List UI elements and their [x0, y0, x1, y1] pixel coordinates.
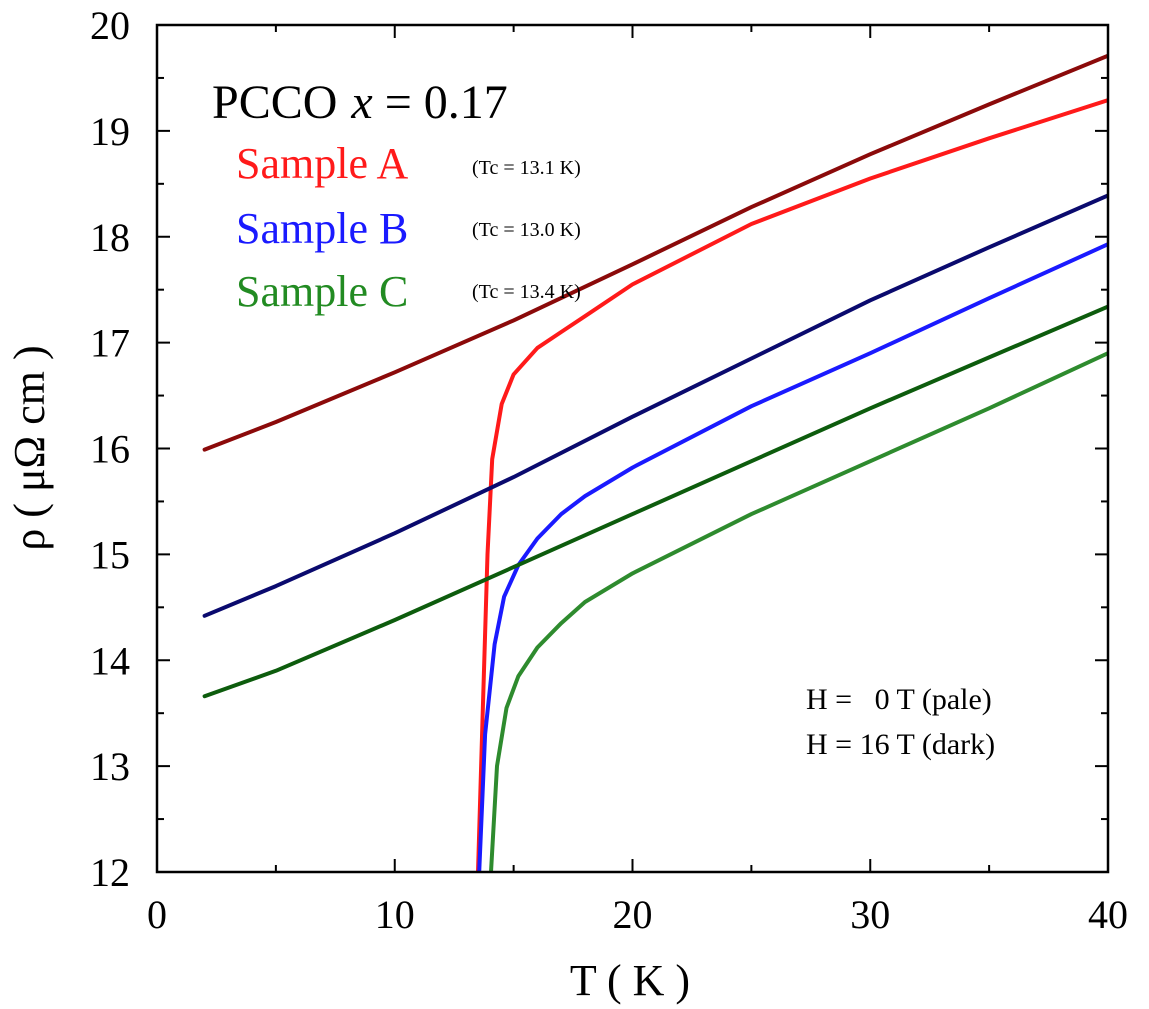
- legend-entry-b-tc: (Tc = 13.0 K): [472, 219, 581, 241]
- tick-labels: 0 10 20 30 40 12 13 14 15 16 17 18 19 20: [90, 3, 1128, 937]
- y-tick-label: 18: [90, 215, 130, 260]
- y-tick-label: 17: [90, 321, 130, 366]
- x-tick-label: 0: [147, 892, 167, 937]
- plot-frame: [155, 23, 1110, 874]
- legend-entry-a-tc: (Tc = 13.1 K): [472, 157, 581, 179]
- y-tick-label: 16: [90, 427, 130, 472]
- x-tick-label: 30: [850, 892, 890, 937]
- field-note-zero: H = 0 T (pale): [806, 683, 992, 716]
- series-line-4: [477, 242, 1108, 872]
- data-series: [202, 53, 1108, 872]
- legend-title: PCCO x = 0.17: [212, 76, 508, 129]
- legend-entry-c-tc: (Tc = 13.4 K): [472, 281, 581, 303]
- legend-entry-a-label: Sample A: [236, 139, 409, 188]
- series-line-6: [489, 351, 1108, 872]
- legend-title-text: PCCO: [212, 76, 337, 129]
- x-axis-title: T ( K ): [570, 956, 690, 1005]
- y-tick-label: 19: [90, 109, 130, 154]
- legend-entry-c-label: Sample C: [236, 267, 408, 316]
- y-tick-label: 15: [90, 532, 130, 577]
- legend: PCCO x = 0.17 Sample A (Tc = 13.1 K) Sampl…: [212, 76, 581, 316]
- field-note-sixteen: H = 16 T (dark): [806, 728, 995, 761]
- series-line-2: [476, 98, 1108, 872]
- y-tick-label: 12: [90, 850, 130, 895]
- y-axis-title: ρ ( μΩ cm ): [5, 345, 54, 550]
- series-line-1: [202, 53, 1108, 452]
- series-line-3: [202, 193, 1108, 618]
- y-tick-label: 14: [90, 638, 130, 683]
- series-line-5: [202, 304, 1108, 699]
- x-tick-label: 40: [1088, 892, 1128, 937]
- x-tick-label: 20: [613, 892, 653, 937]
- y-tick-label: 20: [90, 3, 130, 48]
- legend-title-var: x: [350, 76, 372, 129]
- y-tick-label: 13: [90, 744, 130, 789]
- legend-title-eq: = 0.17: [385, 76, 508, 129]
- legend-entry-b-label: Sample B: [236, 204, 408, 253]
- x-tick-label: 10: [375, 892, 415, 937]
